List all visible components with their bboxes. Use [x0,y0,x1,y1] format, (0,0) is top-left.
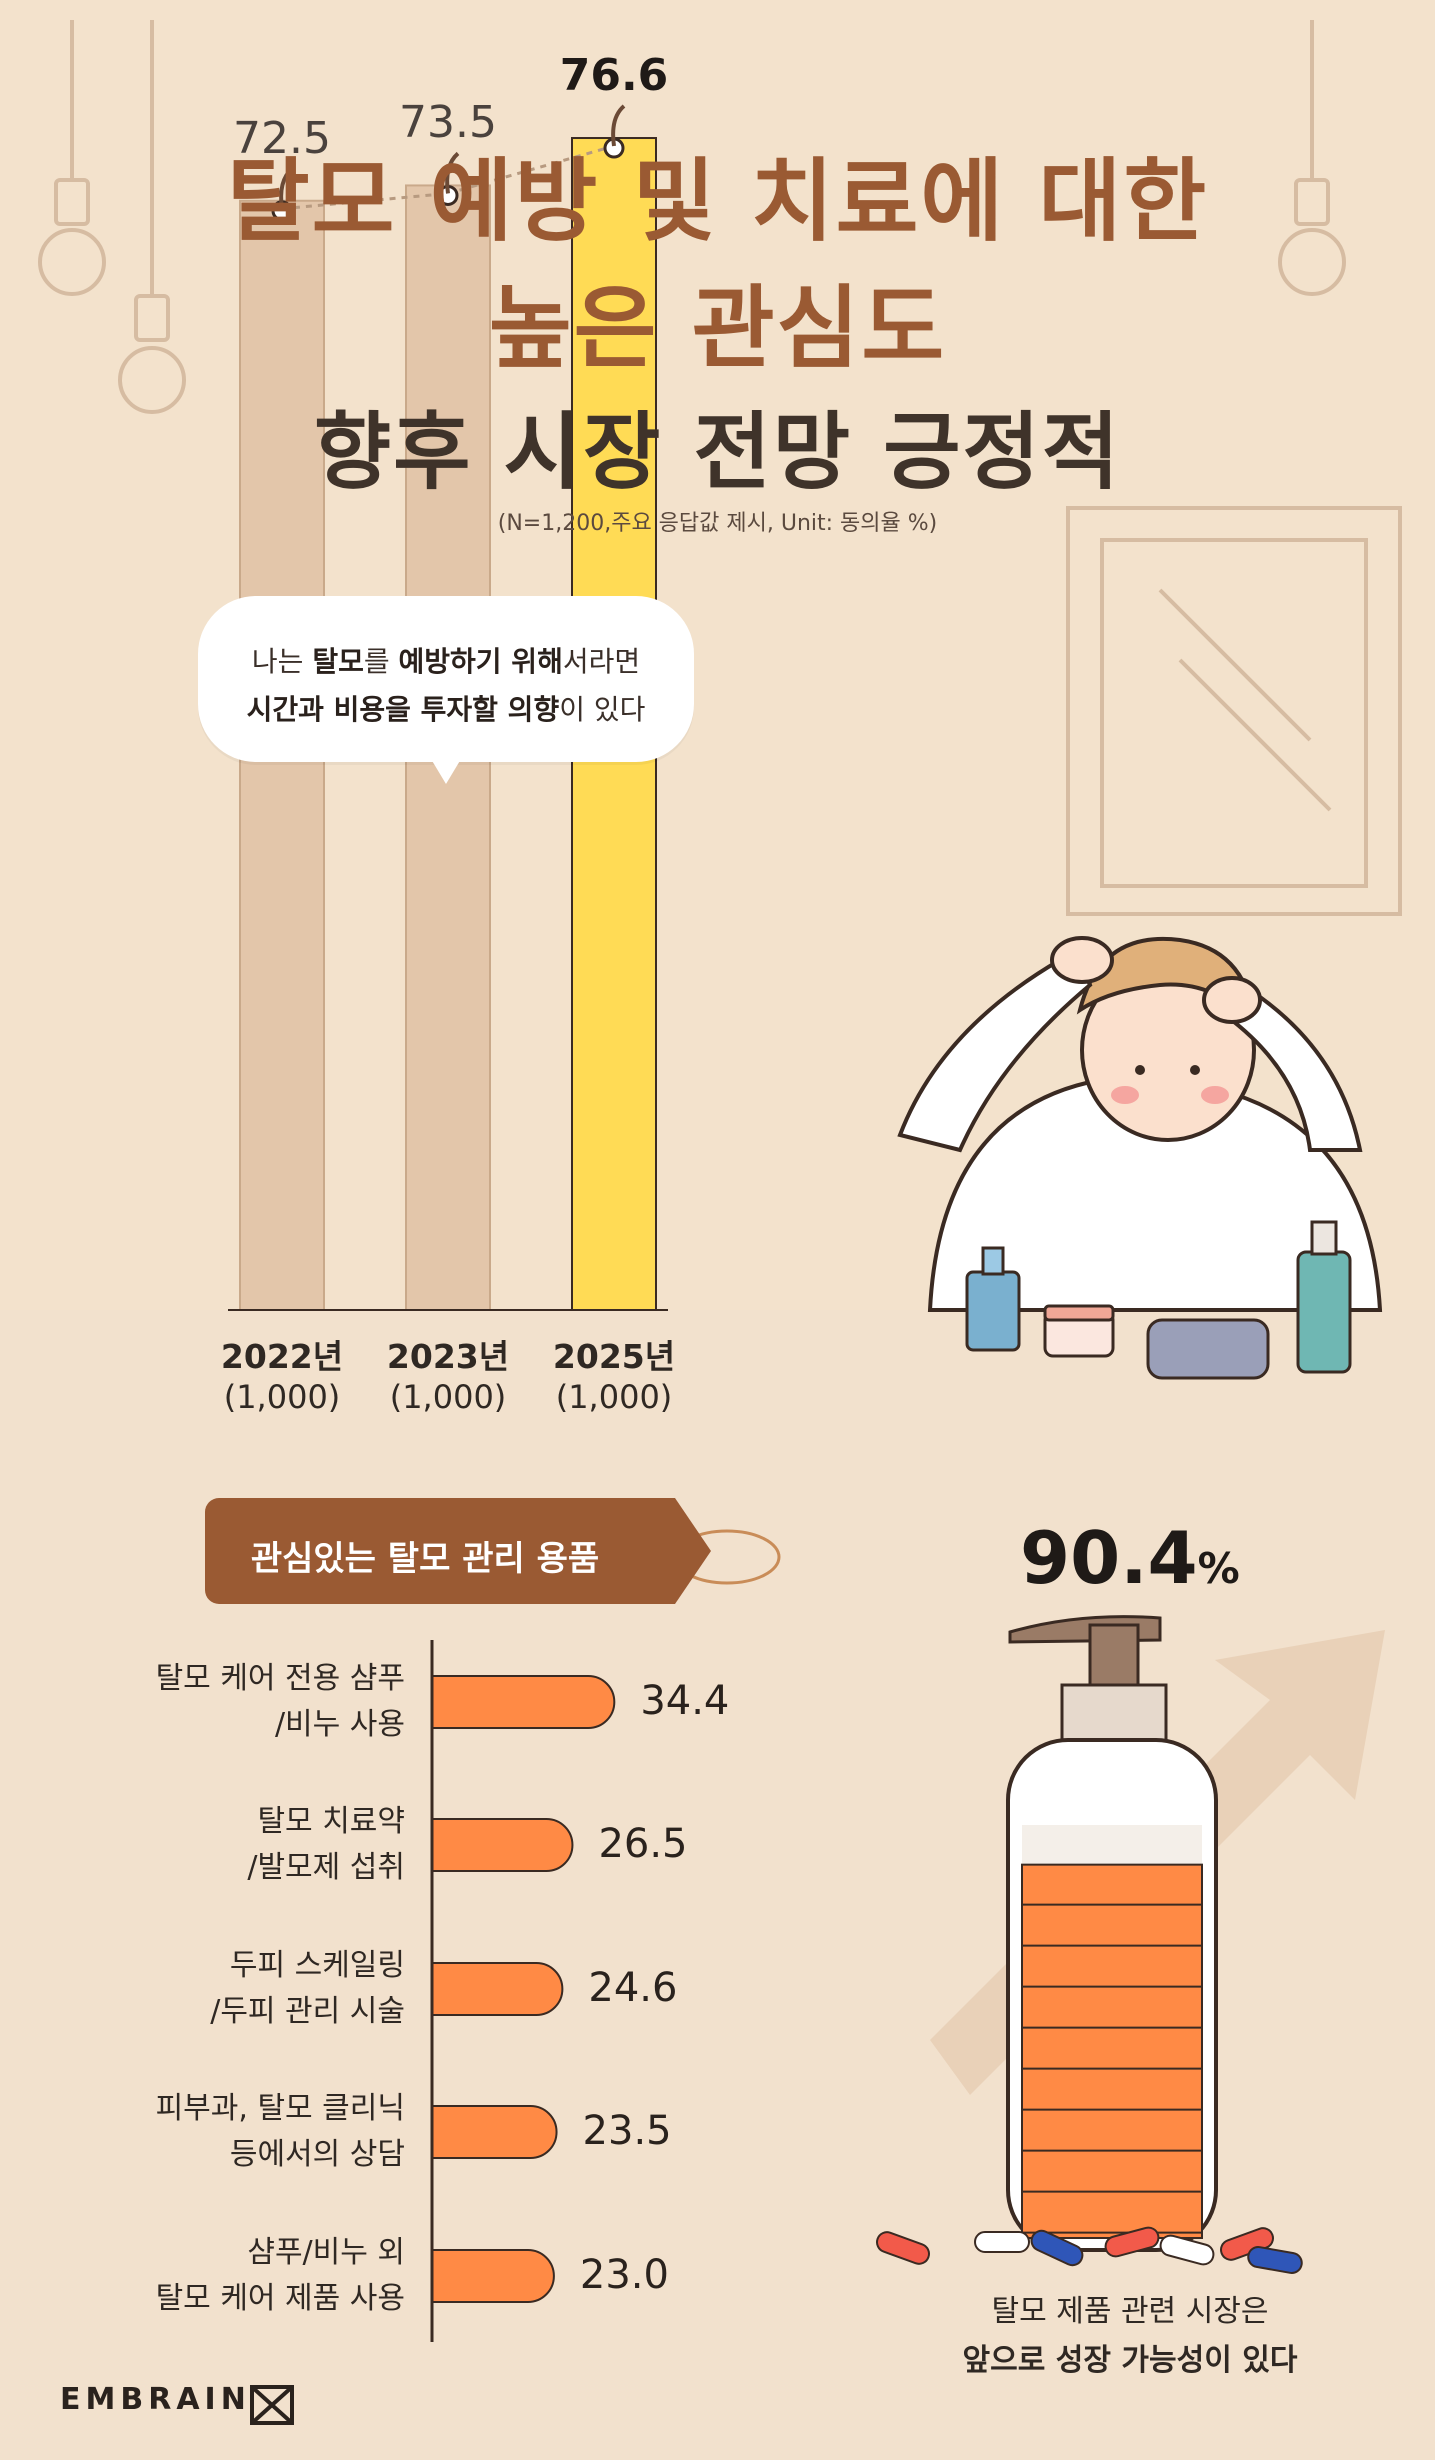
hbar-category-label: 탈모 케어 전용 샴푸 [155,1661,405,1696]
hbar-value-label: 23.0 [579,2252,669,2298]
bottle-cap [1060,1683,1168,1745]
bubble-text: 나는 [251,645,313,678]
hbar-category-label: 탈모 치료약 [257,1804,405,1839]
bubble-bold-text: 시간과 비용을 투자할 의향 [246,693,560,726]
category-tag [205,1498,675,1604]
hbar-category-label: 피부과, 탈모 클리닉 [155,2091,405,2126]
embrain-logo-mark [250,2385,294,2425]
person-illustration [897,936,1383,1312]
hbar-0 [405,1675,616,1729]
caption-line-2: 앞으로 성장 가능성이 있다 [962,2343,1298,2378]
bubble-bold-text: 예방하기 위해 [398,645,563,678]
hair-strand-icon [445,151,460,194]
hbar-value-label: 24.6 [588,1965,678,2011]
mirror-illustration [1066,506,1402,916]
bottles-illustration [965,1220,1352,1380]
bottle-fill-level [1021,1863,1203,2239]
title-line-1: 탈모 예방 및 치료에 대한 [226,149,1209,254]
speech-bubble-tail [428,754,464,784]
trend-line [447,144,615,195]
bubble-line-1: 나는 탈모를 예방하기 위해서라면 [198,640,694,680]
bubble-text: 이 있다 [559,693,646,726]
survey-note: (N=1,200,주요 응답값 제시, Unit: 동의율 %) [497,511,938,536]
embrain-logo: EMBRAIN [60,2382,251,2417]
hbar-value-label: 34.4 [640,1678,730,1724]
hbar-category-label: /비누 사용 [274,1707,405,1742]
big-percentage: 90.4% [1020,1516,1240,1600]
bar-value-label: 72.5 [233,112,331,164]
speech-bubble: 나는 탈모를 예방하기 위해서라면 시간과 비용을 투자할 의향이 있다 [198,596,694,762]
bubble-text: 를 [363,645,399,678]
hbar-chart-products [402,1640,616,2342]
hbar-category-label: /두피 관리 시술 [210,1994,405,2029]
hbar-category-label: /발모제 섭취 [247,1850,405,1885]
bubble-bold-text: 탈모 [312,645,364,678]
hbar-value-label: 26.5 [598,1821,688,1867]
bar-value-label: 76.6 [559,50,669,102]
category-tag-point [675,1498,711,1604]
hbar-category-label: 두피 스케일링 [229,1948,405,1983]
bar-base-label: (1,000) [389,1378,507,1416]
title-line-3: 향후 시장 전망 긍정적 [313,403,1122,501]
hair-strand-icon [611,104,626,147]
bar-category-label: 2025년 [552,1337,676,1376]
hbar-value-label: 23.5 [582,2108,672,2154]
big-percentage-value: 90.4 [1020,1516,1198,1600]
bar-base-label: (1,000) [223,1378,341,1416]
hbar-category-label: 샴푸/비누 외 [247,2235,405,2270]
trend-line [281,191,449,211]
category-tag-label: 관심있는 탈모 관리 용품 [250,1539,600,1579]
pills-illustration [876,2226,1303,2274]
bar-base-label: (1,000) [555,1378,673,1416]
bar-category-label: 2022년 [220,1337,344,1376]
bottle-fill-chart [1006,1615,1218,2252]
hbar-category-label: 탈모 케어 제품 사용 [155,2281,405,2316]
title-line-2: 높은 관심도 [488,276,947,381]
bubble-text: 서라면 [562,645,641,678]
bubble-line-2: 시간과 비용을 투자할 의향이 있다 [198,688,694,728]
bar-category-label: 2023년 [386,1337,510,1376]
big-percentage-unit: % [1197,1544,1240,1593]
hbar-category-label: 등에서의 상담 [229,2137,405,2172]
bar-value-label: 73.5 [399,97,497,149]
axis-mask [402,1640,432,2342]
caption-line-1: 탈모 제품 관련 시장은 [991,2294,1269,2329]
lamp-icon [38,20,1346,414]
hair-strand-icon [279,167,294,210]
